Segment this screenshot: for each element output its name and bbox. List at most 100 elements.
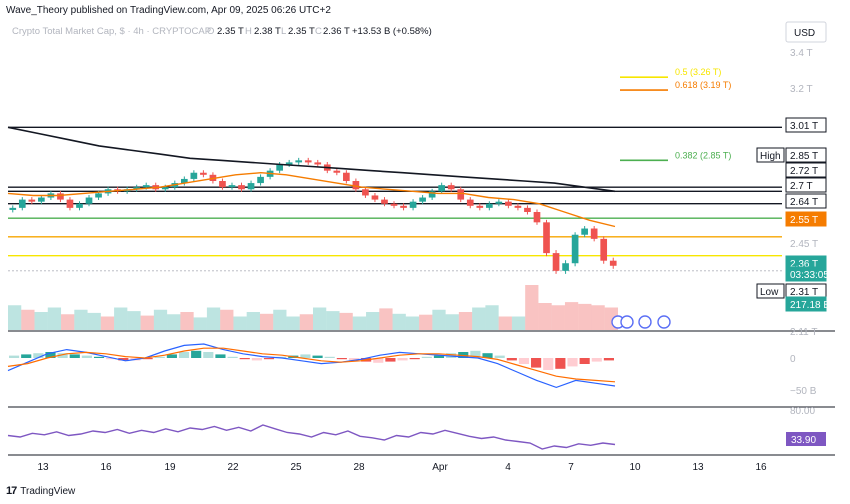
- candle-body: [428, 191, 436, 198]
- price-badge: [785, 117, 827, 133]
- macd-hist-bar: [506, 358, 517, 361]
- candle-body: [9, 207, 17, 210]
- price-badge: [785, 162, 827, 178]
- macd-hist-bar: [324, 356, 335, 358]
- time-tick-label: 16: [755, 462, 767, 473]
- candle-body: [295, 160, 303, 163]
- candle-body: [276, 164, 283, 171]
- legend-c-label: C: [315, 26, 322, 37]
- candle-body: [409, 201, 417, 208]
- candle-body: [600, 238, 608, 261]
- candle-body: [485, 203, 493, 208]
- volume-bar: [339, 312, 353, 330]
- macd-hist-bar: [9, 355, 20, 358]
- volume-bar: [180, 312, 194, 330]
- time-axis[interactable]: 13 16 19 22 25 28 Apr 4 7 10 13 16: [37, 462, 767, 473]
- volume-bar: [538, 303, 552, 330]
- price-tick-label: 2.11 T: [790, 327, 817, 338]
- candle-body: [505, 201, 512, 206]
- price-badge: [785, 266, 827, 282]
- tradingview-logo: 17: [6, 485, 17, 497]
- candle-body: [590, 228, 598, 239]
- volume-bars: [8, 285, 618, 330]
- volume-bar: [193, 317, 207, 330]
- candle-body: [228, 185, 236, 188]
- candle-body: [514, 205, 522, 208]
- macd-hist-bar: [239, 358, 250, 360]
- legend-high: 2.38 T: [254, 26, 281, 37]
- macd-hist-bar: [93, 356, 105, 358]
- macd-hist-bar: [482, 353, 493, 358]
- rsi-line: [7, 424, 616, 450]
- candle-body: [533, 212, 541, 223]
- ema50-line: [7, 171, 616, 228]
- candle-body: [180, 178, 188, 184]
- macd-hist-bar: [21, 354, 32, 358]
- volume-bar: [458, 312, 473, 330]
- price-badge: [785, 211, 827, 227]
- price-badge: [785, 177, 827, 193]
- rsi-80-label: 80.00: [790, 406, 815, 417]
- volume-bar: [564, 302, 579, 330]
- volume-bar: [445, 314, 459, 330]
- volume-bar: [472, 307, 486, 330]
- candle-body: [562, 263, 569, 271]
- candle-body: [495, 201, 503, 204]
- publisher-header: Wave_Theory published on TradingView.com…: [6, 5, 331, 16]
- event-flag-icon[interactable]: [638, 315, 652, 329]
- macd-hist-bar: [373, 358, 384, 363]
- macd-hist-bar: [591, 358, 602, 362]
- legend-symbol: Crypto Total Market Cap, $ · 4h · CRYPTO…: [12, 26, 211, 37]
- fib-levels: 0.5 (3.26 T) 0.618 (3.19 T) 0.382 (2.85 T): [620, 67, 731, 162]
- macd-hist-bar: [470, 350, 481, 358]
- economic-events[interactable]: [611, 315, 671, 329]
- volume-bar: [206, 307, 221, 330]
- currency-label[interactable]: USD: [794, 28, 815, 39]
- volume-bar: [34, 312, 48, 330]
- price-badge-text: 2.85 T: [790, 151, 818, 162]
- time-tick-label: Apr: [432, 462, 448, 473]
- price-label-tag: [756, 283, 785, 299]
- fib-level-label: 0.5 (3.26 T): [675, 67, 721, 77]
- macd-hist-bar: [203, 352, 214, 358]
- legend-h-label: H: [245, 26, 252, 37]
- volume-bar: [100, 316, 115, 330]
- volume-bar: [591, 305, 605, 330]
- volume-bar: [286, 316, 300, 330]
- time-tick-label: 22: [227, 462, 239, 473]
- price-badge-text: 3.01 T: [790, 121, 818, 132]
- volume-bar: [8, 305, 22, 330]
- symbol-legend: Crypto Total Market Cap, $ · 4h · CRYPTO…: [12, 26, 432, 37]
- time-tick-label: 28: [353, 462, 365, 473]
- price-badge-text: 2.64 T: [790, 197, 818, 208]
- price-badge: [785, 147, 827, 163]
- rsi-value-text: 33.90: [791, 435, 816, 446]
- macd-hist-bar: [57, 353, 68, 358]
- volume-bar: [366, 312, 380, 330]
- event-flag-icon[interactable]: [620, 315, 634, 329]
- price-axis[interactable]: 3.4 T 3.2 T 2.45 T 2.11 T 3.01 T High 2.85 T 2.…: [756, 48, 830, 446]
- volume-bar: [87, 312, 101, 330]
- candle-body: [304, 160, 312, 163]
- price-label-tag-text: High: [760, 151, 781, 162]
- time-tick-label: 4: [505, 462, 511, 473]
- volume-bar: [313, 307, 327, 330]
- volume-bar: [326, 311, 340, 330]
- price-badge-text: 2.36 T: [790, 259, 818, 270]
- time-tick-label: 13: [692, 462, 704, 473]
- event-flag-icon[interactable]: [657, 315, 671, 329]
- candle-body: [543, 222, 550, 254]
- macd-hist-bar: [154, 356, 165, 358]
- currency-selector[interactable]: [785, 21, 827, 43]
- macd-hist-bar: [166, 354, 177, 358]
- macd-hist-bar: [81, 355, 92, 358]
- candle-body: [57, 193, 64, 200]
- price-badge-text: 2.72 T: [790, 166, 818, 177]
- macd-hist-bar: [142, 358, 153, 360]
- macd-hist-bar: [215, 354, 226, 358]
- macd-hist-bar: [263, 358, 275, 360]
- candle-body: [314, 162, 322, 165]
- macd-hist-bar: [348, 358, 360, 361]
- volume-bar: [432, 309, 446, 330]
